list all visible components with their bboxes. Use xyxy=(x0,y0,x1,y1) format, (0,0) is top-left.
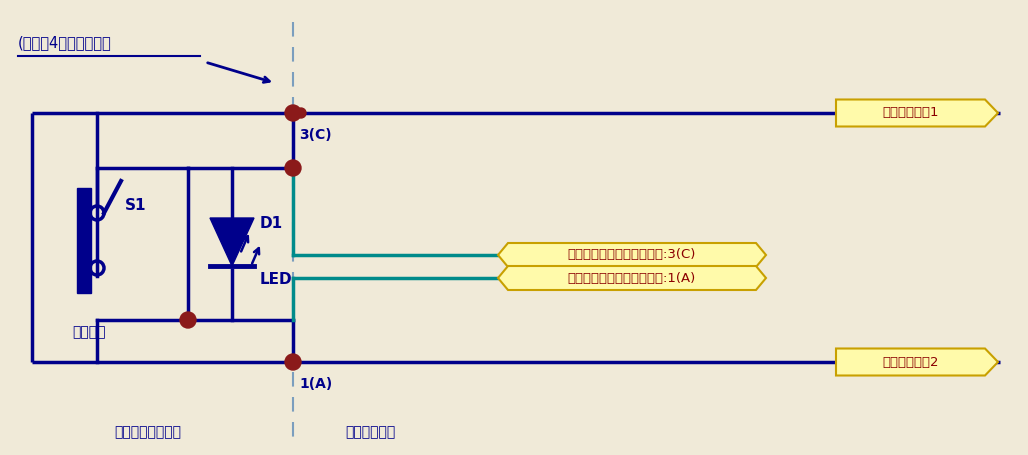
Circle shape xyxy=(285,160,301,176)
Text: (通常为4脚的接插件）: (通常为4脚的接插件） xyxy=(19,35,112,51)
Circle shape xyxy=(285,354,301,370)
Polygon shape xyxy=(498,243,766,267)
Text: S1: S1 xyxy=(125,197,147,212)
Text: 电梯按键前端: 电梯按键前端 xyxy=(344,425,395,439)
Circle shape xyxy=(180,312,196,328)
Text: 电梯按键: 电梯按键 xyxy=(72,325,106,339)
Bar xyxy=(77,188,91,293)
Text: D1: D1 xyxy=(260,216,283,231)
Polygon shape xyxy=(836,100,998,126)
Circle shape xyxy=(285,105,301,121)
Text: 接电梯控制器相应楼层按键:3(C): 接电梯控制器相应楼层按键:3(C) xyxy=(567,248,696,262)
Text: 3(C): 3(C) xyxy=(299,128,332,142)
Text: 原电梯按键线2: 原电梯按键线2 xyxy=(882,355,939,369)
Text: 原电梯按键线1: 原电梯按键线1 xyxy=(882,106,939,120)
Polygon shape xyxy=(210,218,254,266)
Text: 标准电梯按键末端: 标准电梯按键末端 xyxy=(114,425,182,439)
Polygon shape xyxy=(836,349,998,375)
Circle shape xyxy=(296,108,306,118)
Text: 1(A): 1(A) xyxy=(299,377,332,391)
Polygon shape xyxy=(498,266,766,290)
Text: 接电梯控制器相应楼层按键:1(A): 接电梯控制器相应楼层按键:1(A) xyxy=(567,272,696,284)
Text: LED: LED xyxy=(260,273,293,288)
